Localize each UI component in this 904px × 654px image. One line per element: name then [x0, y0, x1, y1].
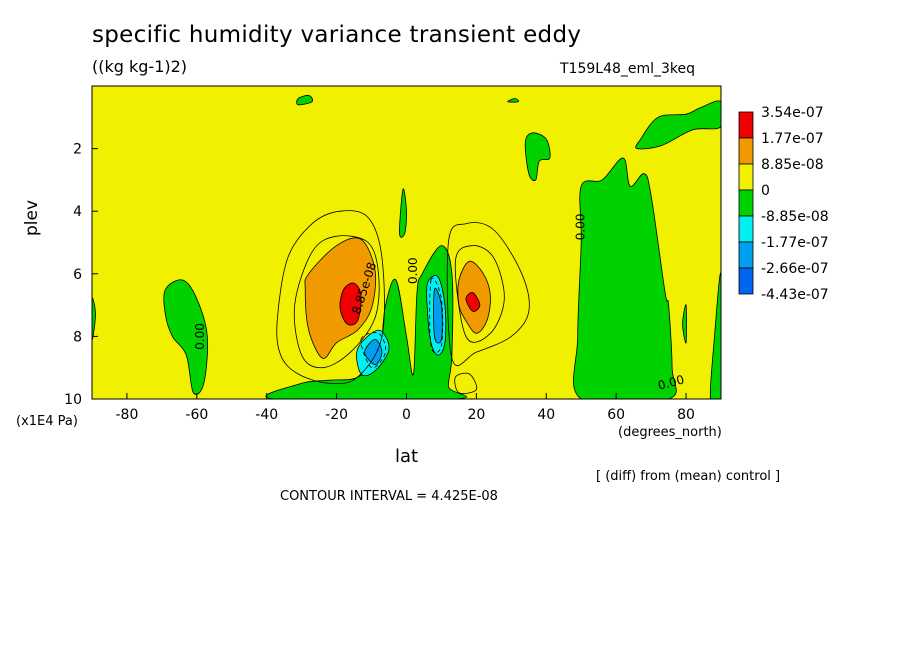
region-negative	[573, 157, 677, 399]
legend-label: -2.66e-07	[761, 261, 829, 277]
region-negative	[92, 297, 96, 340]
contour-interval: CONTOUR INTERVAL = 4.425E-08	[280, 489, 498, 504]
contour-label: 0.00	[574, 213, 588, 240]
legend-swatch	[738, 215, 754, 243]
contour-label: 0.00	[193, 323, 207, 350]
region-mid-blue	[433, 287, 443, 344]
x-tick-label: -20	[325, 407, 348, 423]
contour-label: 0.00	[406, 257, 420, 284]
x-tick-label: 20	[467, 407, 485, 423]
run-name: T159L48_eml_3keq	[560, 61, 696, 77]
x-tick-label: -40	[255, 407, 278, 423]
legend-label: 0	[761, 183, 770, 199]
contour-line-solid	[446, 222, 530, 366]
legend-label: -1.77e-07	[761, 235, 829, 251]
contour-line-dashed	[429, 277, 444, 354]
contour-line-solid	[454, 372, 478, 394]
legend-swatch	[738, 267, 754, 295]
legend-label: -4.43e-07	[761, 287, 829, 303]
x-axis-unit: (degrees_north)	[618, 425, 722, 440]
y-tick-label: 6	[73, 267, 82, 283]
legend-swatch	[738, 241, 754, 269]
legend-swatch	[738, 111, 754, 139]
legend-swatch	[738, 189, 754, 217]
legend-label: 1.77e-07	[761, 131, 824, 147]
contour-line-solid	[276, 210, 385, 385]
region-negative	[296, 94, 314, 106]
region-negative	[635, 100, 721, 150]
x-tick-label: 80	[677, 407, 695, 423]
region-negative	[265, 245, 468, 399]
y-axis-unit: (x1E4 Pa)	[16, 414, 78, 429]
y-tick-label: 10	[64, 392, 82, 408]
chart-title: specific humidity variance transient edd…	[92, 22, 582, 48]
chart-units: ((kg kg-1)2)	[92, 57, 188, 76]
region-red	[339, 282, 362, 326]
region-mid-blue	[364, 339, 383, 366]
y-tick-label: 4	[73, 204, 82, 220]
region-negative	[399, 188, 407, 238]
region-negative	[163, 279, 208, 395]
x-tick-label: 40	[537, 407, 555, 423]
contour-label: 0.00	[656, 372, 685, 392]
x-tick-label: 60	[607, 407, 625, 423]
y-tick-label: 2	[73, 142, 82, 158]
legend-label: -8.85e-08	[761, 209, 829, 225]
x-tick-label: -80	[116, 407, 139, 423]
region-negative	[507, 98, 519, 103]
x-tick-label: -60	[185, 407, 208, 423]
region-negative	[682, 304, 687, 344]
region-red	[465, 292, 481, 312]
x-tick-label: 0	[402, 407, 411, 423]
region-orange	[304, 237, 377, 359]
contour-line-dashed	[360, 332, 387, 369]
diff-note: [ (diff) from (mean) control ]	[596, 469, 781, 484]
contour-line-solid	[454, 245, 505, 343]
legend-label: 8.85e-08	[761, 157, 824, 173]
contour-line-solid	[293, 235, 380, 369]
region-negative	[709, 272, 721, 399]
x-axis-label: lat	[395, 446, 419, 467]
region-negative	[524, 132, 551, 182]
legend-swatch	[738, 137, 754, 165]
legend-swatch	[738, 163, 754, 191]
legend-label: 3.54e-07	[761, 105, 824, 121]
y-tick-label: 8	[73, 329, 82, 345]
